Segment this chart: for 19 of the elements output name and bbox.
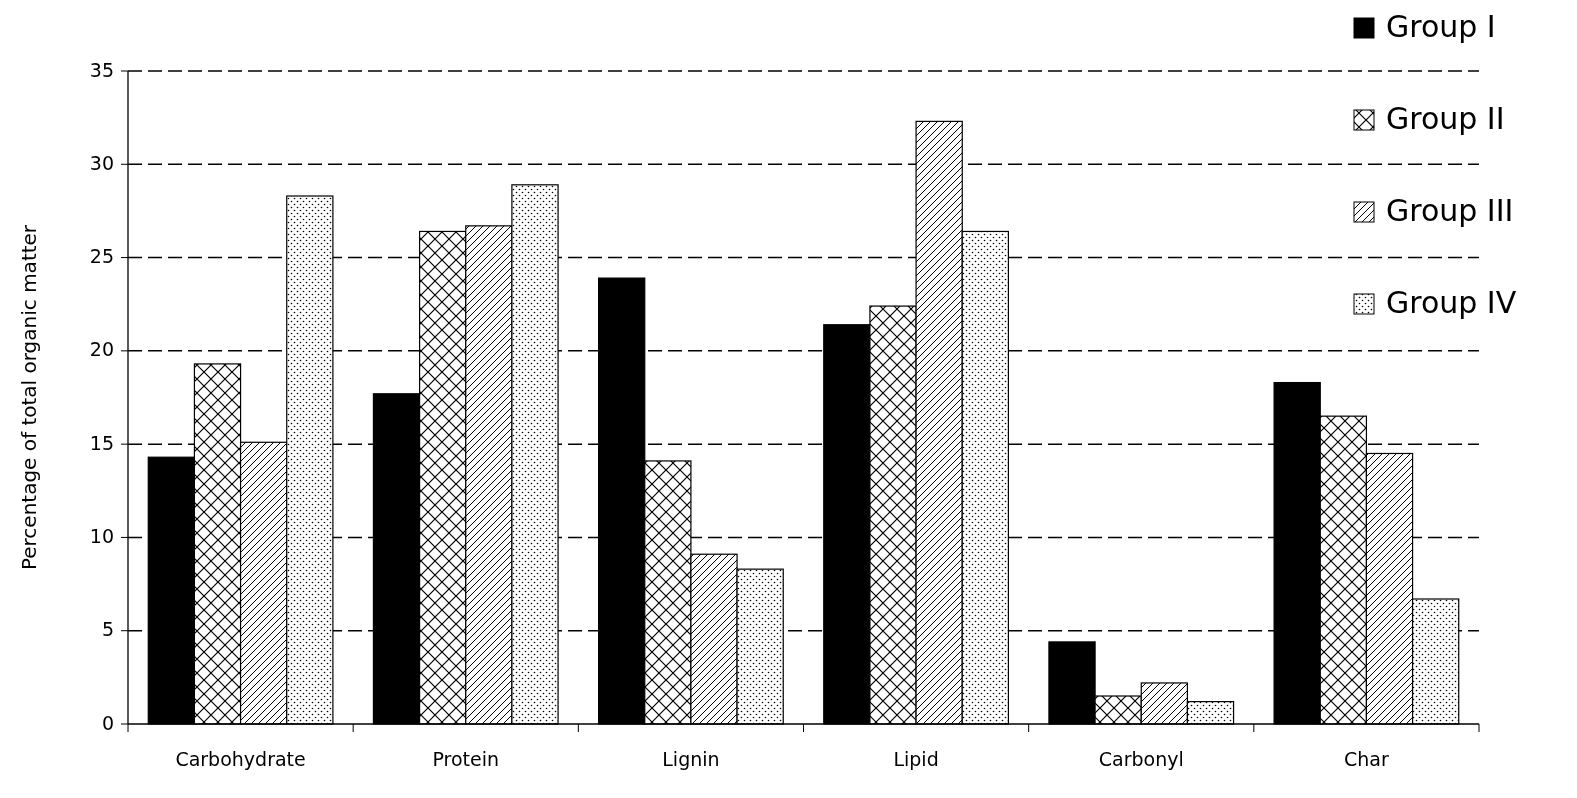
legend-label: Group III xyxy=(1386,192,1514,228)
y-tick-label: 10 xyxy=(89,524,114,547)
y-axis-title: Percentage of total organic matter xyxy=(17,224,41,571)
x-tick-label: Carbohydrate xyxy=(175,748,306,770)
y-tick-label: 20 xyxy=(89,338,114,361)
x-tick-label: Char xyxy=(1344,748,1389,770)
x-tick-label: Lipid xyxy=(893,748,939,770)
x-tick-label: Lignin xyxy=(662,748,720,770)
legend-label: Group IV xyxy=(1386,284,1517,320)
x-tick-label: Protein xyxy=(432,748,500,770)
y-tick-label: 35 xyxy=(89,58,114,81)
x-tick-label: Carbonyl xyxy=(1098,748,1184,770)
y-tick-label: 25 xyxy=(89,245,114,268)
y-tick-label: 30 xyxy=(89,151,114,174)
y-tick-label: 5 xyxy=(101,618,114,641)
y-tick-label: 0 xyxy=(101,711,114,734)
y-tick-label: 15 xyxy=(89,431,114,454)
legend-label: Group I xyxy=(1386,8,1496,44)
legend-label: Group II xyxy=(1386,100,1505,136)
